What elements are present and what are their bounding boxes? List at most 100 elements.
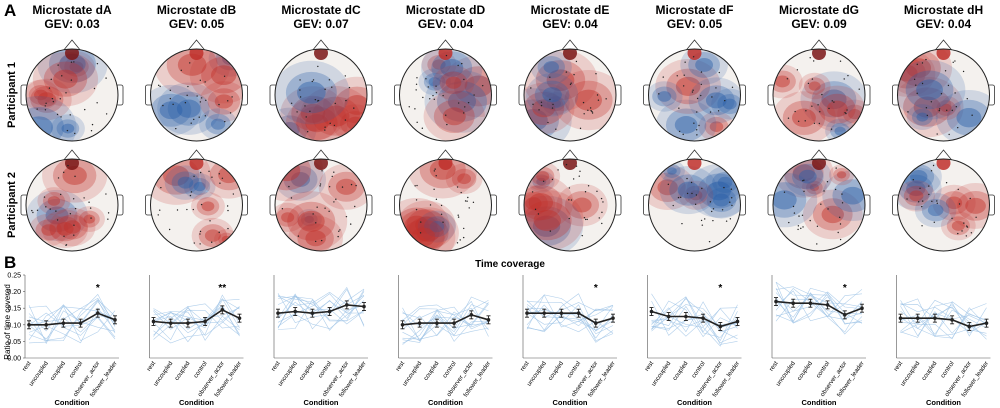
mean-point [220, 308, 225, 312]
mean-line [153, 308, 240, 324]
mean-point [203, 319, 207, 324]
mean-point [594, 321, 598, 325]
nose-shape [809, 39, 829, 52]
mean-point [310, 311, 315, 315]
x-axis-label: Condition [304, 398, 339, 407]
mean-point [701, 316, 705, 320]
mean-point [718, 324, 723, 329]
subject-line [28, 297, 116, 324]
mean-line [277, 304, 365, 315]
subject-line [153, 299, 240, 337]
mean-point [774, 299, 778, 304]
subject-line [900, 317, 987, 337]
x-tick-label: rest [519, 360, 531, 373]
nose-shape [187, 149, 206, 162]
subject-line [277, 286, 365, 330]
subject-line [651, 305, 738, 338]
mean-point [186, 321, 190, 325]
nose-shape [560, 39, 580, 52]
microstate-title: Microstate dH [904, 3, 983, 17]
subject-line [402, 306, 489, 330]
topomap [145, 39, 248, 142]
mean-point [915, 316, 920, 320]
mean-point [96, 311, 100, 315]
topomap [145, 149, 248, 252]
subject-line [526, 293, 614, 332]
x-tick-label: control [68, 360, 84, 379]
subject-line [402, 307, 489, 343]
microstate-gev: GEV: 0.05 [667, 17, 723, 31]
subject-line [775, 286, 863, 325]
subject-line [900, 303, 987, 339]
microstate-gev: GEV: 0.04 [418, 17, 474, 31]
mean-point [168, 321, 173, 325]
x-tick-label: control [192, 360, 208, 379]
mean-point [898, 316, 903, 320]
subject-line [775, 287, 863, 324]
subject-line [277, 293, 365, 323]
subject-line [277, 291, 365, 329]
subject-line [277, 288, 365, 314]
y-tick-label: 0.20 [7, 289, 21, 296]
mean-point [486, 318, 491, 322]
mean-point [44, 323, 48, 327]
microstate-gev: GEV: 0.04 [542, 17, 598, 31]
x-tick-label: control [441, 360, 457, 379]
mean-line [775, 300, 863, 316]
mean-point [452, 321, 456, 325]
mean-point [345, 303, 349, 307]
topomap [20, 39, 124, 142]
x-tick-label: coupled [49, 360, 67, 382]
microstate-title: Microstate dD [406, 3, 486, 17]
subject-line [153, 315, 240, 336]
mean-point [791, 301, 795, 306]
participant-2-label: Participant 2 [6, 172, 18, 238]
mean-line [900, 317, 987, 328]
subject-line [277, 288, 365, 326]
panel-a-label: A [4, 1, 16, 20]
nose-shape [809, 149, 829, 162]
topomap [394, 149, 497, 252]
y-tick-label: 0.10 [7, 322, 21, 329]
x-tick-label: rest [892, 360, 904, 373]
topomap [643, 39, 746, 142]
y-tick-label: 0.00 [7, 356, 21, 363]
x-tick-label: coupled [422, 360, 440, 382]
x-axis-label: Condition [428, 398, 463, 407]
microstate-gev: GEV: 0.05 [169, 17, 225, 31]
mean-point [649, 309, 654, 314]
mean-point [933, 316, 937, 320]
participant-1-label: Participant 1 [6, 62, 18, 128]
x-tick-label: rest [145, 360, 157, 373]
subject-line [153, 298, 240, 321]
x-tick-label: rest [270, 360, 282, 373]
mean-point [237, 316, 242, 320]
subject-line [775, 290, 863, 322]
subject-line [526, 294, 614, 331]
topomap [767, 39, 871, 142]
subject-line [526, 301, 614, 321]
subject-line [651, 319, 738, 337]
subject-line [402, 302, 489, 345]
mean-point [843, 313, 847, 317]
x-tick-label: coupled [671, 360, 689, 382]
x-tick-label: control [815, 360, 831, 379]
subject-line [277, 291, 365, 306]
mean-point [559, 311, 564, 315]
x-tick-label: coupled [173, 360, 191, 382]
y-axis-label: Ratio of time covered [3, 284, 12, 360]
chart-title: Time coverage [475, 259, 545, 270]
mean-point [276, 311, 280, 315]
mean-point [78, 321, 83, 325]
significance-mark: * [718, 283, 722, 294]
subject-line [775, 289, 863, 317]
nose-shape [934, 39, 953, 52]
subject-line [28, 314, 116, 340]
mean-point [984, 321, 989, 325]
